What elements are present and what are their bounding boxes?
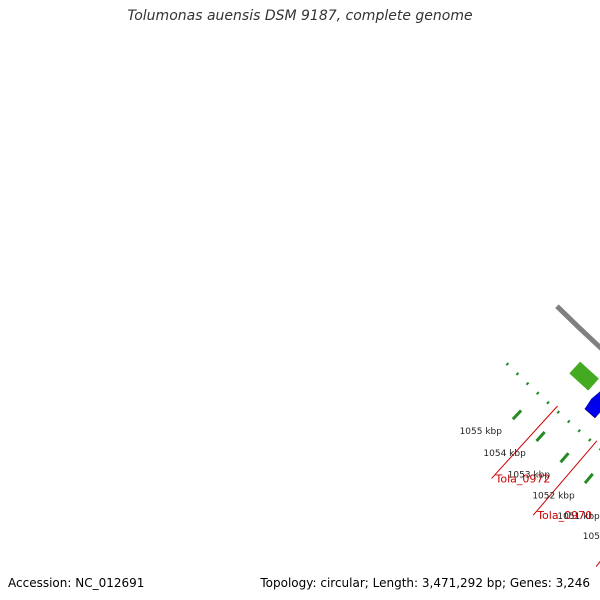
tick-label-4: 1052 kbp <box>532 491 575 501</box>
tick-mark-5 <box>559 452 570 464</box>
tick-mark-4 <box>583 472 594 485</box>
gene-leader-2 <box>595 560 600 567</box>
tick-label-5: 1053 kbp <box>508 470 551 480</box>
gene-label-6: Tola_0972 <box>495 472 551 485</box>
gene-leader-6 <box>491 405 558 479</box>
gene-leader-4 <box>532 440 598 516</box>
genome-stats-label: Topology: circular; Length: 3,471,292 bp… <box>260 576 590 590</box>
feature-band-6 <box>569 361 599 391</box>
tick-mark-7 <box>511 409 523 421</box>
accession-label: Accession: NC_012691 <box>8 576 145 590</box>
dotted-circle <box>502 359 600 451</box>
gene-arrow-5 <box>584 391 600 419</box>
tick-label-7: 1055 kbp <box>460 427 503 437</box>
tick-label-2: 1050 kbp <box>583 532 600 542</box>
tick-label-6: 1054 kbp <box>483 449 526 459</box>
genome-title: Tolumonas auensis DSM 9187, complete gen… <box>127 8 473 24</box>
gene-label-4: Tola_0970 <box>536 509 592 522</box>
tick-mark-6 <box>535 431 546 442</box>
genome-backbone <box>555 304 600 351</box>
gene-tip-5 <box>584 391 600 409</box>
tick-label-3: 1051 kbp <box>557 512 600 522</box>
